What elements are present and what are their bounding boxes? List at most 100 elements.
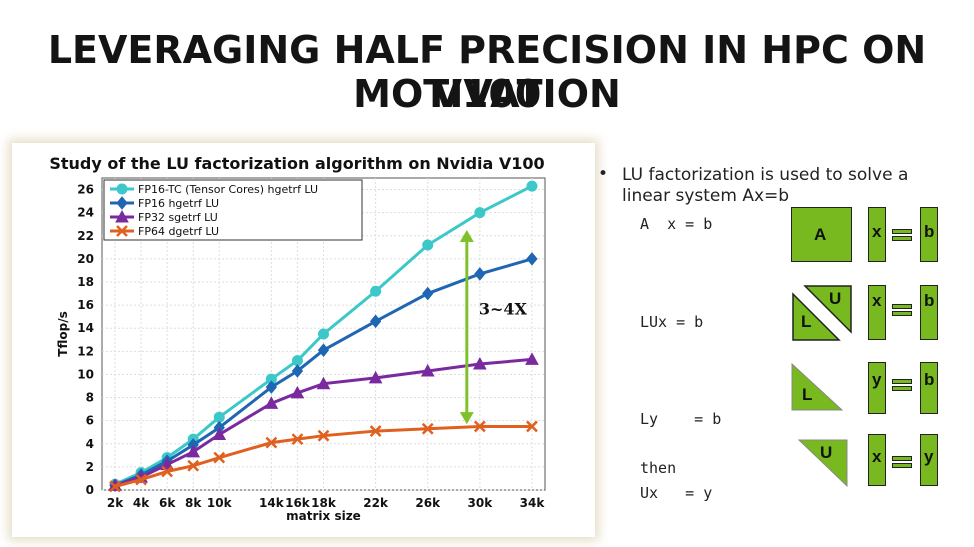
data-point bbox=[474, 267, 486, 281]
y-tick-label: 14 bbox=[77, 321, 94, 335]
y-tick-label: 2 bbox=[86, 460, 94, 474]
lower-triangle-label: L bbox=[801, 312, 812, 331]
y-tick-label: 4 bbox=[86, 437, 94, 451]
x-tick-label: 16k bbox=[285, 496, 311, 510]
data-point bbox=[422, 286, 434, 301]
data-point bbox=[212, 427, 227, 441]
x-tick-label: 34k bbox=[520, 496, 546, 510]
chart-title: Study of the LU factorization algorithm … bbox=[49, 154, 544, 173]
vector-x-block: x bbox=[868, 207, 886, 262]
data-point bbox=[316, 376, 331, 390]
legend-label: FP16-TC (Tensor Cores) hgetrf LU bbox=[138, 183, 318, 196]
data-point bbox=[187, 459, 200, 472]
lu-performance-chart: Study of the LU factorization algorithm … bbox=[49, 154, 546, 523]
data-point bbox=[290, 385, 305, 399]
data-point-stroke bbox=[317, 429, 330, 442]
vector-x-block: x bbox=[868, 434, 886, 486]
annotation-label: 3~4X bbox=[479, 299, 528, 318]
data-point-stroke bbox=[291, 433, 304, 446]
lower-triangle-matrix bbox=[791, 362, 844, 411]
data-point bbox=[161, 465, 174, 478]
data-point-stroke bbox=[369, 425, 382, 437]
upper-triangle-label: U bbox=[829, 289, 842, 308]
data-point-stroke bbox=[116, 225, 128, 237]
equals-sign-top bbox=[892, 304, 912, 309]
legend-box bbox=[103, 179, 363, 241]
vector-x-block: x bbox=[868, 285, 886, 340]
data-point bbox=[213, 451, 226, 464]
lu-split-matrix bbox=[792, 285, 852, 341]
upper-triangle-label: U bbox=[820, 443, 833, 462]
vector-y-block: y bbox=[868, 362, 886, 414]
upper-triangle-matrix bbox=[797, 439, 848, 488]
equation-lux-b: LUx = b bbox=[640, 313, 704, 331]
data-point bbox=[115, 209, 129, 223]
data-point bbox=[135, 473, 147, 486]
annotation-arrow-head-bottom bbox=[459, 412, 474, 425]
data-point bbox=[421, 422, 434, 435]
equation-then: then bbox=[640, 459, 677, 477]
series-line bbox=[114, 257, 533, 487]
equals-sign-top bbox=[892, 456, 912, 461]
y-tick-label: 24 bbox=[77, 206, 94, 220]
data-point-stroke bbox=[473, 420, 486, 433]
data-point bbox=[473, 357, 487, 370]
x-tick-label: 18k bbox=[311, 496, 337, 510]
data-point bbox=[318, 328, 329, 340]
equals-sign-bottom bbox=[892, 386, 912, 391]
data-point-stroke bbox=[161, 465, 174, 478]
bullet-marker: • bbox=[598, 164, 609, 184]
matrix-a-block: A bbox=[791, 207, 852, 262]
y-tick-label: 6 bbox=[86, 414, 94, 428]
y-tick-label: 12 bbox=[77, 344, 94, 358]
vector-y-block: y bbox=[920, 434, 938, 486]
data-point bbox=[291, 433, 304, 446]
series-line bbox=[114, 424, 532, 488]
vector-b-block: b bbox=[920, 362, 938, 414]
data-point bbox=[526, 420, 538, 433]
legend-label: FP64 dgetrf LU bbox=[138, 225, 219, 238]
vector-y-label: y bbox=[924, 447, 934, 466]
equals-sign-bottom bbox=[892, 311, 912, 316]
vector-x-label: x bbox=[872, 291, 882, 310]
x-tick-label: 4k bbox=[133, 496, 150, 510]
x-tick-label: 22k bbox=[363, 496, 389, 510]
slide-title: LEVERAGING HALF PRECISION IN HPC ON V100 bbox=[47, 28, 927, 116]
legend-label: FP16 hgetrf LU bbox=[138, 197, 219, 210]
y-tick-label: 26 bbox=[77, 183, 94, 197]
y-tick-label: 0 bbox=[86, 483, 94, 497]
data-point bbox=[525, 352, 539, 365]
data-point bbox=[186, 444, 201, 458]
data-point bbox=[368, 370, 383, 384]
equals-sign-top bbox=[892, 229, 912, 234]
x-tick-label: 26k bbox=[415, 496, 441, 510]
speedup-annotation: 3~4X bbox=[459, 230, 528, 425]
data-point bbox=[264, 396, 279, 409]
x-tick-label: 10k bbox=[207, 496, 233, 510]
x-tick-label: 6k bbox=[159, 496, 176, 510]
slide-subtitle: MOTIVATION bbox=[353, 72, 621, 116]
data-point bbox=[265, 436, 278, 449]
matrix-a-label: A bbox=[814, 225, 827, 244]
data-point bbox=[291, 355, 303, 367]
x-tick-label: 2k bbox=[107, 496, 124, 510]
data-point-stroke bbox=[109, 480, 121, 493]
y-tick-label: 10 bbox=[77, 367, 94, 381]
data-point bbox=[369, 314, 382, 329]
data-point bbox=[116, 225, 128, 237]
data-point bbox=[422, 239, 434, 251]
y-tick-label: 16 bbox=[77, 298, 94, 312]
vector-b-block: b bbox=[920, 207, 938, 262]
data-point bbox=[369, 425, 382, 437]
data-point-stroke bbox=[187, 459, 200, 472]
vector-x-label: x bbox=[872, 222, 882, 241]
data-point-stroke bbox=[526, 420, 538, 433]
equation-ux-y: Ux = y bbox=[640, 484, 713, 502]
data-point bbox=[109, 480, 121, 493]
y-tick-label: 20 bbox=[77, 252, 94, 266]
equation-ly-b: Ly = b bbox=[640, 410, 722, 428]
y-axis-label: Tflop/s bbox=[56, 311, 70, 356]
equals-sign-bottom bbox=[892, 463, 912, 468]
data-point-stroke bbox=[135, 473, 147, 486]
